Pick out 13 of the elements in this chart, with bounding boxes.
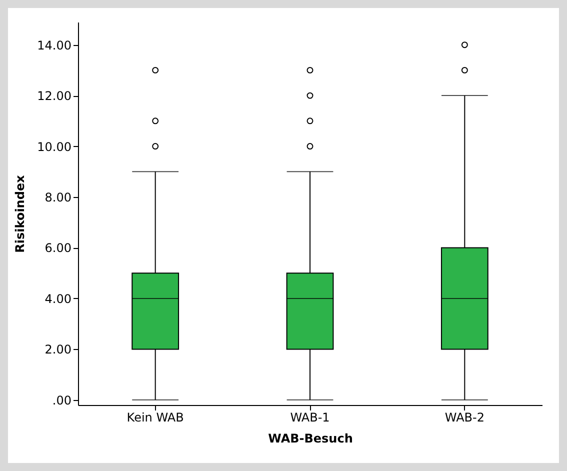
y-axis-title: Risikoindex xyxy=(13,174,28,253)
y-tick-label: 8.00 xyxy=(44,190,72,205)
y-tick-label: 6.00 xyxy=(44,241,72,256)
x-tick-label: Kein WAB xyxy=(126,410,184,424)
y-tick-label: .00 xyxy=(52,393,72,408)
y-tick-label: 4.00 xyxy=(44,292,72,306)
x-tick-label: WAB-2 xyxy=(444,410,484,424)
y-tick-label: 14.00 xyxy=(37,38,72,52)
y-tick-label: 12.00 xyxy=(37,89,72,104)
y-tick-label: 10.00 xyxy=(37,140,72,154)
y-tick-label: 2.00 xyxy=(44,342,72,357)
x-axis-title: WAB-Besuch xyxy=(268,432,353,446)
x-tick-label: WAB-1 xyxy=(290,410,330,424)
